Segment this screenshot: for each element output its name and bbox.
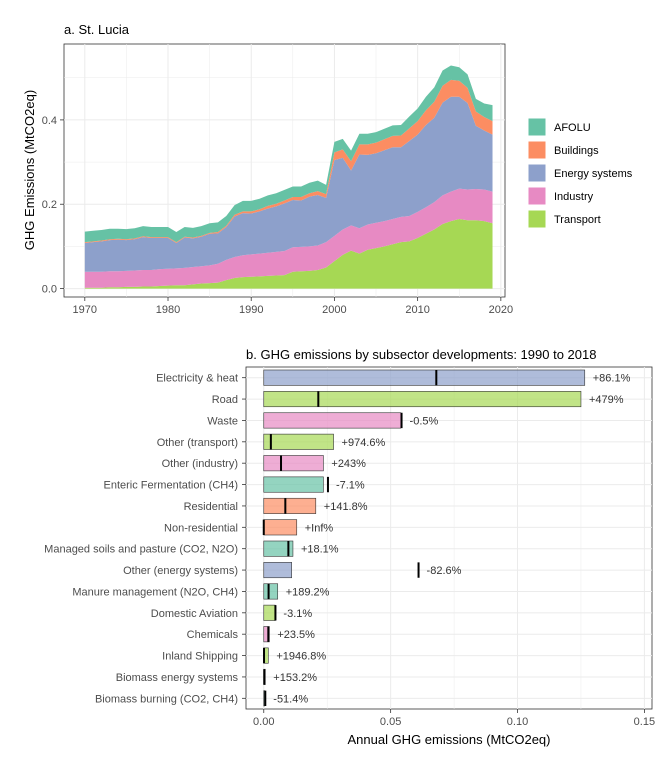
x-tick-label: 1980	[156, 304, 180, 316]
category-label: Chemicals	[187, 629, 239, 641]
panel-b-ticks: 0.00 0.05 0.10 0.15	[253, 709, 655, 728]
bar-2018	[263, 391, 582, 408]
bar-percent-label: +243%	[331, 458, 366, 470]
category-label: Other (energy systems)	[123, 565, 238, 577]
bar-percent-label: +153.2%	[273, 672, 317, 684]
area-industry	[84, 188, 493, 288]
legend-label: AFOLU	[554, 122, 591, 134]
legend-swatch	[527, 163, 547, 183]
bar-percent-label: +Inf%	[305, 522, 334, 534]
category-label: Domestic Aviation	[151, 608, 238, 620]
category-label: Residential	[184, 501, 238, 513]
legend-swatch	[527, 117, 547, 137]
bar-percent-label: +141.8%	[324, 501, 368, 513]
bar-percent-label: +18.1%	[301, 544, 339, 556]
category-label: Enteric Fermentation (CH4)	[104, 480, 239, 492]
category-label: Inland Shipping	[162, 651, 238, 663]
area-transport	[84, 218, 493, 289]
bar-2018	[263, 540, 294, 557]
x-tick-label: 2010	[405, 304, 429, 316]
legend-label: Transport	[554, 214, 601, 226]
panel-a-y-axis-title: GHG Emissions (MtCO2eq)	[22, 90, 37, 250]
legend-swatch	[527, 140, 547, 160]
bar-2018	[263, 455, 324, 472]
panel-b-x-axis-title: Annual GHG emissions (MtCO2eq)	[347, 732, 550, 747]
bar-percent-label: +23.5%	[277, 629, 315, 641]
panel-a-ticks: 1970 1980 1990 2000 2010 2020 0.0 0.2 0.4	[42, 115, 513, 316]
panel-a-legend: AFOLU Buildings Energy systems Industry Tran…	[527, 117, 633, 229]
bar-2018	[263, 433, 334, 450]
legend-swatch	[527, 186, 547, 206]
bar-percent-label: -51.4%	[273, 693, 308, 705]
bar-2018	[263, 583, 279, 600]
bar-2018	[263, 476, 324, 493]
legend-swatch	[527, 209, 547, 229]
bar-percent-label: -3.1%	[283, 608, 312, 620]
legend-label: Industry	[554, 191, 594, 203]
category-label: Non-residential	[164, 522, 238, 534]
y-tick-label: 0.4	[42, 115, 57, 127]
legend-label: Energy systems	[554, 168, 633, 180]
area-buildings	[84, 79, 493, 244]
bar-percent-label: -82.6%	[427, 565, 462, 577]
x-tick-label: 0.00	[253, 716, 274, 728]
bar-2018	[263, 562, 292, 579]
bar-percent-label: +479%	[589, 394, 624, 406]
x-tick-label: 1990	[239, 304, 263, 316]
bar-2018	[263, 626, 270, 643]
bar-2018	[263, 412, 402, 429]
bar-percent-label: +189.2%	[286, 586, 330, 598]
bar-percent-label: +86.1%	[593, 373, 631, 385]
category-label: Manure management (N2O, CH4)	[72, 586, 238, 598]
category-label: Road	[212, 394, 238, 406]
bar-2018	[263, 519, 298, 536]
y-tick-label: 0.2	[42, 199, 57, 211]
category-label: Biomass energy systems	[116, 672, 239, 684]
bar-2018	[263, 369, 586, 386]
area-energy-systems	[84, 96, 493, 272]
category-label: Waste	[207, 415, 238, 427]
panel-a-area-chart: a. St. Lucia 1970 1980 1990 2000 2010 2020 0.0…	[22, 22, 633, 316]
bar-percent-label: -7.1%	[336, 480, 365, 492]
x-tick-label: 0.10	[507, 716, 528, 728]
x-tick-label: 2020	[489, 304, 513, 316]
legend-label: Buildings	[554, 145, 599, 157]
bar-percent-label: -0.5%	[410, 415, 439, 427]
x-tick-label: 0.15	[634, 716, 655, 728]
category-label: Other (transport)	[157, 437, 238, 449]
x-tick-label: 1970	[73, 304, 97, 316]
bar-2018	[263, 497, 317, 514]
panel-a-areas	[84, 65, 493, 289]
category-label: Biomass burning (CO2, CH4)	[95, 693, 238, 705]
panel-b-bar-chart: b. GHG emissions by subsector developmen…	[44, 347, 655, 747]
category-label: Electricity & heat	[156, 373, 238, 385]
category-label: Other (industry)	[162, 458, 238, 470]
category-label: Managed soils and pasture (CO2, N2O)	[44, 544, 238, 556]
bar-2018	[263, 604, 276, 621]
x-tick-label: 0.05	[380, 716, 401, 728]
x-tick-label: 2000	[322, 304, 346, 316]
panel-b-title: b. GHG emissions by subsector developmen…	[246, 347, 596, 362]
y-tick-label: 0.0	[42, 284, 57, 296]
panel-a-title: a. St. Lucia	[64, 22, 130, 37]
panel-b-bars: +86.1% Electricity & heat +479% Road -0.5% Wa…	[44, 369, 631, 707]
bar-percent-label: +1946.8%	[276, 651, 326, 663]
bar-percent-label: +974.6%	[342, 437, 386, 449]
